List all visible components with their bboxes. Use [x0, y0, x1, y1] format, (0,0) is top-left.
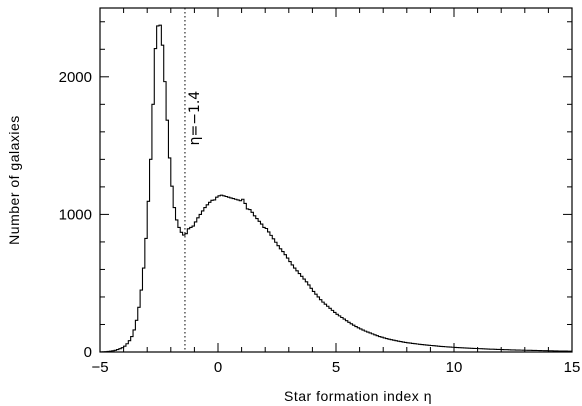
histogram-series [99, 24, 572, 353]
y-tick-label: 1000 [59, 206, 92, 223]
y-tick-label: 2000 [59, 69, 92, 86]
x-tick-label: 15 [564, 359, 581, 376]
x-tick-label: 5 [332, 359, 340, 376]
x-tick-label: −5 [91, 359, 108, 376]
y-axis-label: Number of galaxies [6, 115, 22, 245]
vline-annotation: η=−1.4 [187, 91, 203, 146]
plot-layer [99, 8, 572, 353]
y-tick-label: 0 [84, 344, 92, 361]
x-tick-label: 10 [446, 359, 463, 376]
x-tick-label: 0 [214, 359, 222, 376]
x-axis-label: Star formation index η [284, 388, 432, 404]
